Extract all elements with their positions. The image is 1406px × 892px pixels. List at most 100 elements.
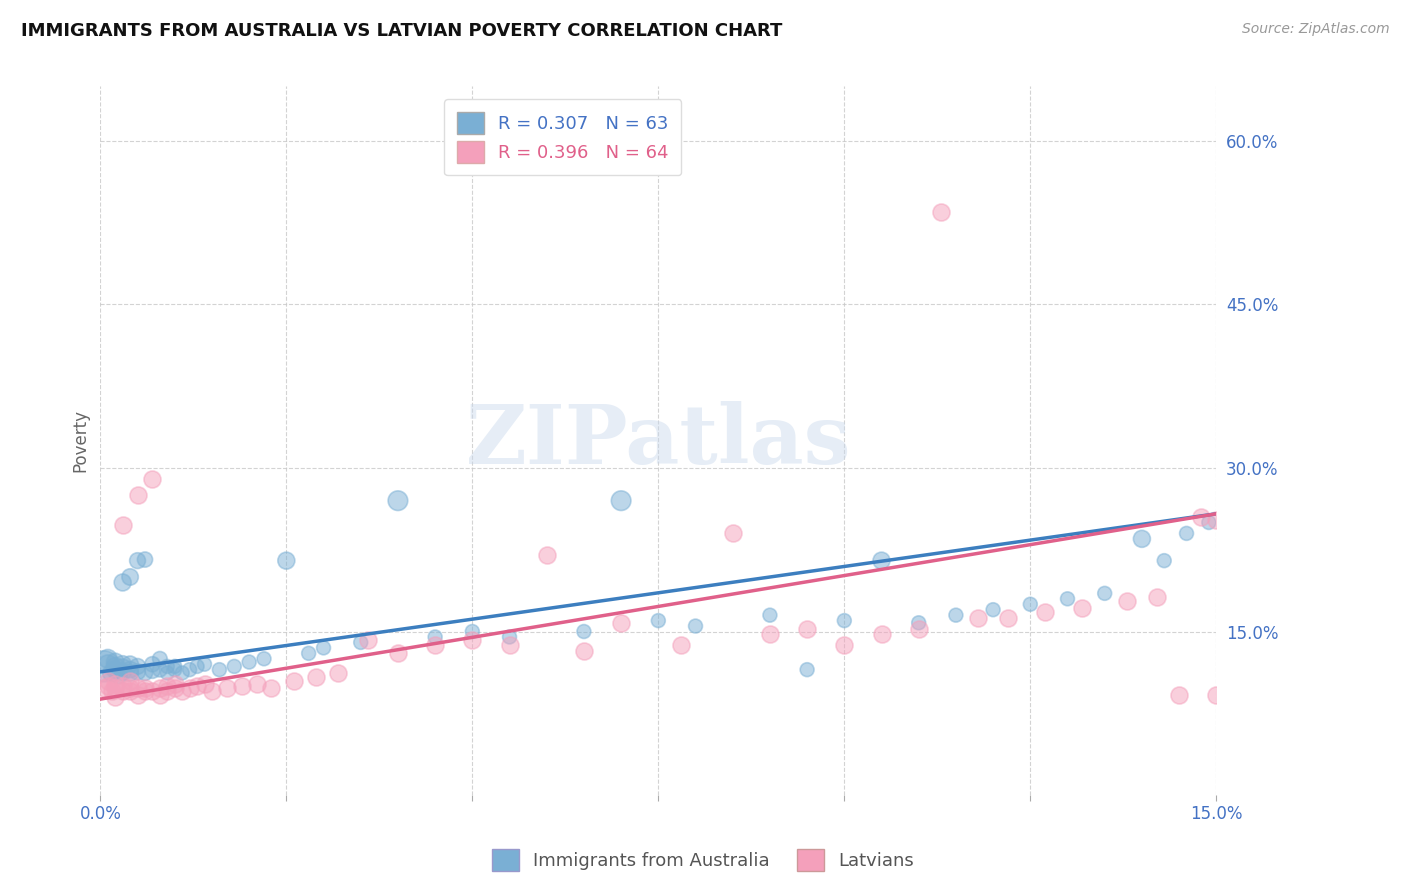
- Point: [172, 684, 194, 698]
- Point: [93, 659, 115, 673]
- Point: [120, 684, 142, 698]
- Point: [111, 684, 134, 698]
- Point: [193, 677, 215, 691]
- Point: [179, 663, 201, 677]
- Point: [461, 624, 484, 639]
- Point: [149, 681, 172, 696]
- Point: [387, 493, 409, 508]
- Point: [163, 677, 186, 691]
- Point: [283, 673, 305, 688]
- Point: [260, 681, 283, 696]
- Y-axis label: Poverty: Poverty: [72, 409, 89, 472]
- Point: [238, 655, 260, 669]
- Point: [111, 679, 134, 693]
- Point: [387, 646, 409, 660]
- Point: [120, 681, 142, 696]
- Point: [929, 204, 952, 219]
- Point: [156, 665, 179, 680]
- Point: [1033, 605, 1056, 619]
- Point: [104, 681, 127, 696]
- Point: [536, 548, 558, 562]
- Point: [163, 659, 186, 673]
- Point: [498, 638, 520, 652]
- Text: Source: ZipAtlas.com: Source: ZipAtlas.com: [1241, 22, 1389, 37]
- Point: [193, 657, 215, 672]
- Point: [120, 570, 142, 584]
- Point: [1205, 513, 1227, 527]
- Point: [104, 663, 127, 677]
- Point: [423, 638, 446, 652]
- Point: [134, 665, 156, 680]
- Point: [100, 684, 122, 698]
- Point: [1175, 526, 1198, 541]
- Point: [610, 493, 633, 508]
- Point: [201, 684, 224, 698]
- Point: [572, 624, 595, 639]
- Point: [1056, 591, 1078, 606]
- Text: ZIPatlas: ZIPatlas: [465, 401, 851, 481]
- Text: IMMIGRANTS FROM AUSTRALIA VS LATVIAN POVERTY CORRELATION CHART: IMMIGRANTS FROM AUSTRALIA VS LATVIAN POV…: [21, 22, 783, 40]
- Point: [100, 665, 122, 680]
- Point: [796, 663, 818, 677]
- Point: [215, 681, 238, 696]
- Point: [572, 644, 595, 658]
- Legend: Immigrants from Australia, Latvians: Immigrants from Australia, Latvians: [485, 842, 921, 879]
- Point: [208, 663, 231, 677]
- Point: [104, 677, 127, 691]
- Point: [350, 635, 373, 649]
- Point: [1071, 600, 1094, 615]
- Point: [907, 623, 929, 637]
- Point: [127, 681, 149, 696]
- Point: [1116, 594, 1139, 608]
- Point: [498, 630, 520, 644]
- Point: [97, 652, 120, 666]
- Point: [1189, 510, 1212, 524]
- Point: [186, 659, 208, 673]
- Point: [796, 623, 818, 637]
- Point: [647, 614, 669, 628]
- Point: [97, 679, 120, 693]
- Point: [997, 611, 1019, 625]
- Point: [1094, 586, 1116, 600]
- Point: [224, 659, 246, 673]
- Point: [108, 668, 131, 682]
- Point: [669, 638, 692, 652]
- Point: [981, 603, 1004, 617]
- Point: [1205, 688, 1227, 702]
- Point: [834, 638, 856, 652]
- Point: [134, 681, 156, 696]
- Point: [423, 630, 446, 644]
- Point: [156, 684, 179, 698]
- Point: [149, 652, 172, 666]
- Point: [127, 659, 149, 673]
- Point: [149, 663, 172, 677]
- Point: [276, 554, 298, 568]
- Point: [111, 665, 134, 679]
- Point: [231, 679, 253, 693]
- Point: [141, 664, 163, 678]
- Point: [134, 684, 156, 698]
- Point: [1168, 688, 1191, 702]
- Point: [461, 633, 484, 648]
- Point: [870, 554, 893, 568]
- Point: [172, 665, 194, 680]
- Point: [127, 688, 149, 702]
- Point: [685, 619, 707, 633]
- Point: [127, 554, 149, 568]
- Point: [120, 657, 142, 672]
- Point: [163, 681, 186, 696]
- Point: [120, 673, 142, 688]
- Point: [245, 677, 267, 691]
- Point: [759, 608, 782, 623]
- Point: [1019, 597, 1042, 611]
- Point: [149, 688, 172, 702]
- Point: [179, 681, 201, 696]
- Point: [834, 614, 856, 628]
- Legend: R = 0.307   N = 63, R = 0.396   N = 64: R = 0.307 N = 63, R = 0.396 N = 64: [444, 99, 682, 176]
- Point: [127, 488, 149, 502]
- Point: [1146, 590, 1168, 604]
- Point: [104, 690, 127, 704]
- Point: [1130, 532, 1153, 546]
- Point: [907, 615, 929, 630]
- Point: [357, 633, 380, 648]
